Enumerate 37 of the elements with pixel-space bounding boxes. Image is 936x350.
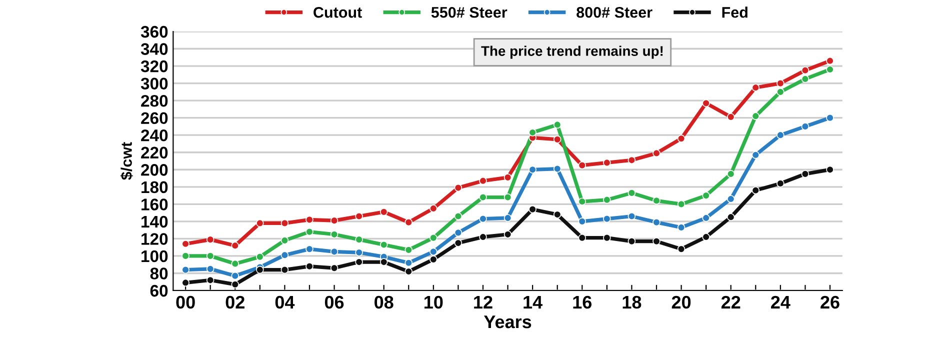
x-tick-label: 12 — [474, 296, 492, 308]
y-tick-label: 180 — [142, 181, 168, 194]
x-tick-label: 02 — [226, 296, 244, 309]
x-tick-label: 00 — [176, 296, 195, 309]
x-tick-label: 16 — [573, 296, 592, 309]
y-tick-label: 220 — [141, 146, 168, 159]
x-tick-label: 20 — [672, 296, 691, 309]
x-tick-label: 04 — [275, 296, 295, 309]
y-tick-label: 120 — [142, 233, 168, 245]
legend-label: Fed — [722, 6, 748, 18]
x-tick-label: 22 — [721, 296, 740, 308]
y-tick-label: 240 — [141, 130, 168, 142]
legend-label: 800# Steer — [576, 6, 652, 18]
x-tick-label: 08 — [374, 296, 394, 309]
y-tick-label: 200 — [141, 164, 168, 176]
x-tick-label: 06 — [324, 296, 344, 309]
y-tick-label: 260 — [141, 112, 168, 124]
x-tick-label: 10 — [424, 296, 443, 309]
y-tick-label: 320 — [140, 60, 168, 72]
y-tick-label: 280 — [141, 94, 168, 107]
y-tick-label: 300 — [140, 78, 168, 90]
annotation: The price trend remains up! — [481, 46, 663, 59]
x-tick-label: 24 — [771, 296, 790, 308]
y-tick-label: 360 — [140, 26, 168, 38]
y-axis-title: $/cwt — [120, 142, 133, 180]
y-tick-label: 60 — [150, 284, 168, 297]
y-tick-label: 80 — [150, 268, 168, 280]
y-tick-label: 340 — [140, 43, 168, 55]
x-tick-label: 14 — [524, 296, 543, 308]
legend-label: 550# Steer — [431, 6, 508, 18]
y-tick-label: 160 — [142, 198, 168, 210]
y-tick-label: 100 — [142, 250, 168, 262]
x-tick-label: 26 — [820, 296, 840, 309]
x-axis-title: Years — [484, 316, 532, 328]
x-tick-label: 18 — [622, 296, 642, 309]
y-tick-label: 140 — [142, 216, 168, 228]
legend-label: Cutout — [314, 6, 362, 18]
